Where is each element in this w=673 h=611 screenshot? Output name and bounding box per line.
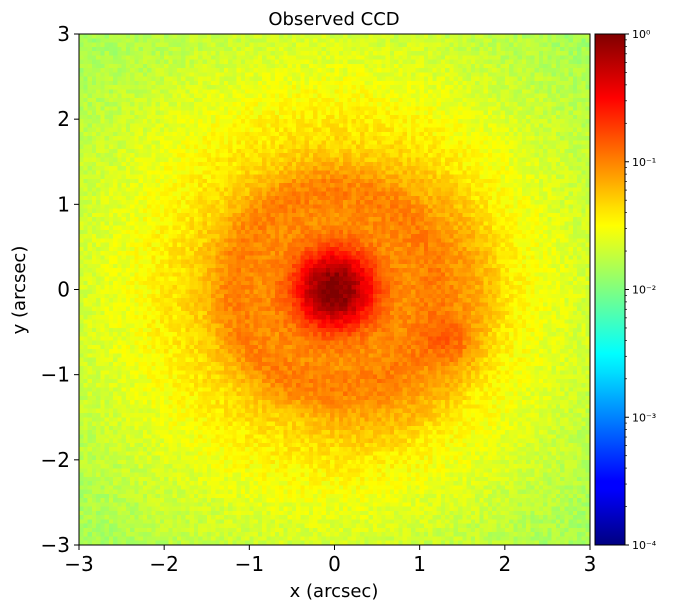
y-tick-label: −3	[41, 533, 70, 557]
colorbar-ticks: 10⁻⁴ 10⁻³ 10⁻² 10⁻¹ 10⁰	[625, 28, 657, 552]
y-tick-label: 2	[57, 107, 70, 131]
colorbar-tick-label: 10⁻⁴	[632, 539, 657, 552]
x-tick-label: 3	[584, 552, 597, 576]
x-tick-label: −1	[235, 552, 264, 576]
colorbar: 10⁻⁴ 10⁻³ 10⁻² 10⁻¹ 10⁰	[594, 28, 657, 552]
y-axis-label: y (arcsec)	[9, 246, 30, 335]
x-tick-label: 0	[328, 552, 341, 576]
y-tick-label: 3	[57, 22, 70, 46]
x-tick-label: 1	[413, 552, 426, 576]
y-tick-label: −1	[41, 363, 70, 387]
image-panel	[78, 33, 591, 546]
colorbar-tick-label: 10⁻¹	[632, 156, 656, 169]
colorbar-tick-label: 10⁻²	[632, 284, 656, 297]
x-tick-label: −3	[64, 552, 93, 576]
colorbar-tick-label: 10⁻³	[632, 411, 656, 424]
x-axis-label: x (arcsec)	[290, 581, 379, 602]
y-axis: −3 −2 −1 0 1 2 3	[41, 22, 79, 557]
ccd-image	[79, 34, 590, 545]
y-tick-label: 0	[57, 278, 70, 302]
y-tick-label: −2	[41, 448, 70, 472]
x-axis: −3 −2 −1 0 1 2 3	[64, 545, 596, 576]
x-tick-label: 2	[498, 552, 511, 576]
colorbar-tick-label: 10⁰	[632, 28, 651, 41]
x-tick-label: −2	[149, 552, 178, 576]
colorbar-bar	[594, 33, 626, 546]
y-tick-label: 1	[57, 192, 70, 216]
chart-title: Observed CCD	[268, 9, 399, 30]
